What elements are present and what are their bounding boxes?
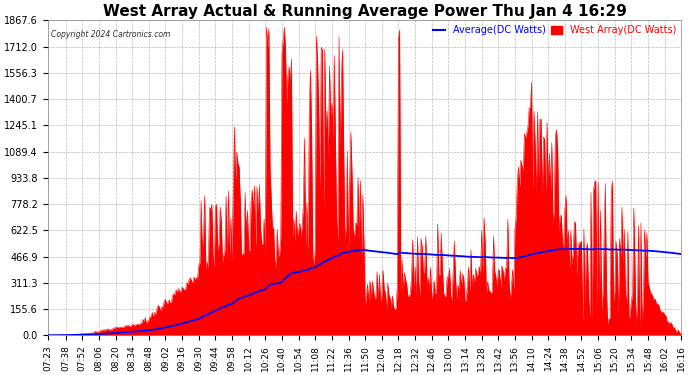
Legend: Average(DC Watts), West Array(DC Watts): Average(DC Watts), West Array(DC Watts)	[433, 25, 676, 35]
Text: Copyright 2024 Cartronics.com: Copyright 2024 Cartronics.com	[51, 30, 170, 39]
Title: West Array Actual & Running Average Power Thu Jan 4 16:29: West Array Actual & Running Average Powe…	[103, 4, 627, 19]
